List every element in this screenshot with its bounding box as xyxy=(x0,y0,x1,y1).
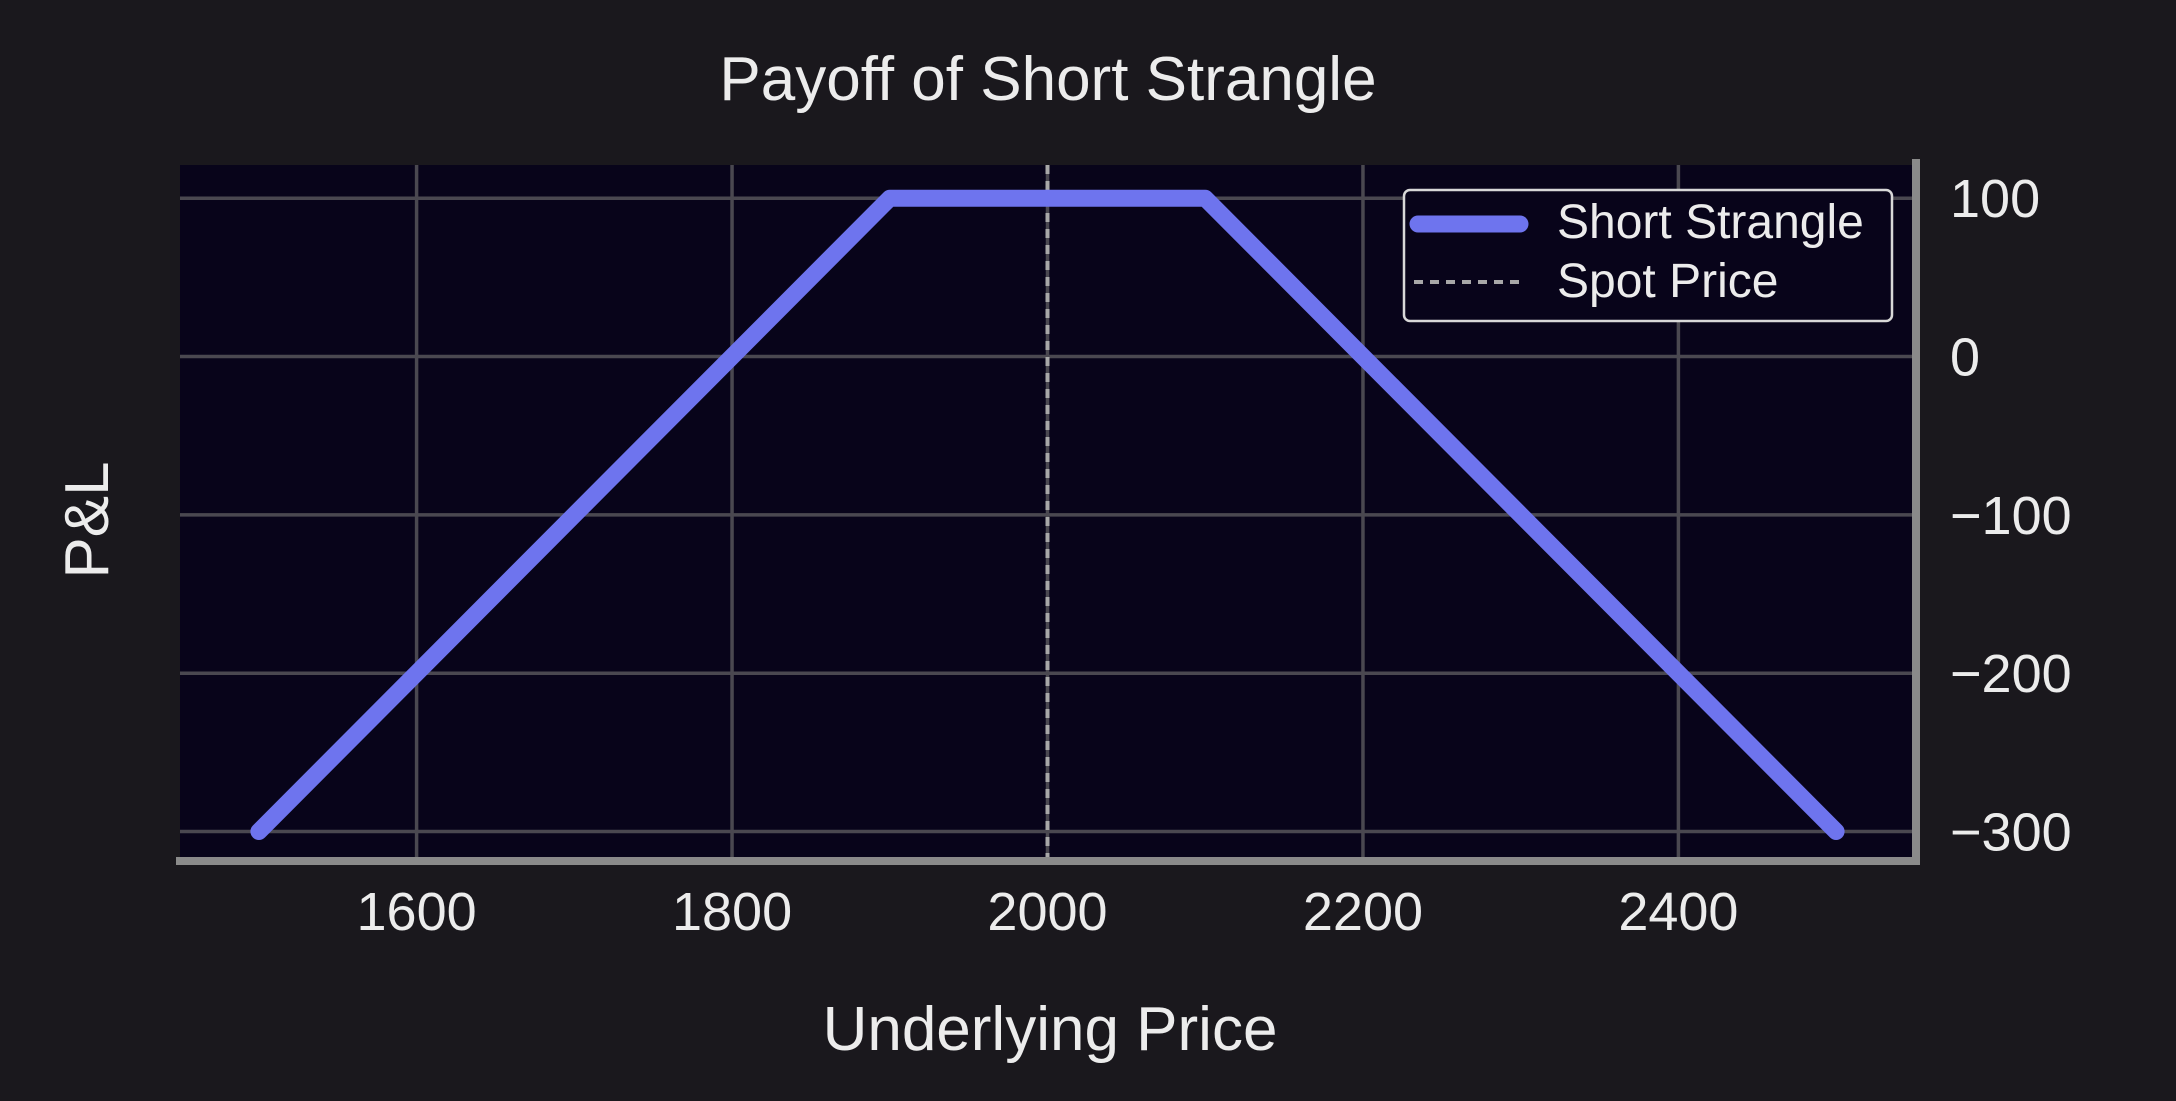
chart-title: Payoff of Short Strangle xyxy=(719,45,1376,114)
legend: Short Strangle Spot Price xyxy=(1402,188,1894,323)
tick-labels: 1600 1800 2000 2200 2400 100 0 −100 −200 −300 xyxy=(357,169,2072,942)
y-tick-label: 100 xyxy=(1950,169,2040,229)
y-tick-label: −100 xyxy=(1950,486,2072,546)
y-tick-label: −200 xyxy=(1950,644,2072,704)
x-tick-label: 2000 xyxy=(987,882,1107,942)
y-tick-label: −300 xyxy=(1950,803,2072,863)
series-lines xyxy=(250,189,1845,840)
x-tick-label: 1800 xyxy=(672,882,792,942)
legend-label-spot-price: Spot Price xyxy=(1557,255,1778,308)
legend-label-short-strangle: Short Strangle xyxy=(1557,196,1864,249)
x-tick-label: 2400 xyxy=(1618,882,1738,942)
series-line-short-strangle xyxy=(250,189,1845,840)
y-tick-label: 0 xyxy=(1950,328,1980,388)
x-tick-label: 1600 xyxy=(357,882,477,942)
x-axis-label: Underlying Price xyxy=(823,995,1278,1064)
axis-spines xyxy=(176,159,1920,865)
x-tick-label: 2200 xyxy=(1303,882,1423,942)
y-axis-label: P&L xyxy=(53,461,122,578)
